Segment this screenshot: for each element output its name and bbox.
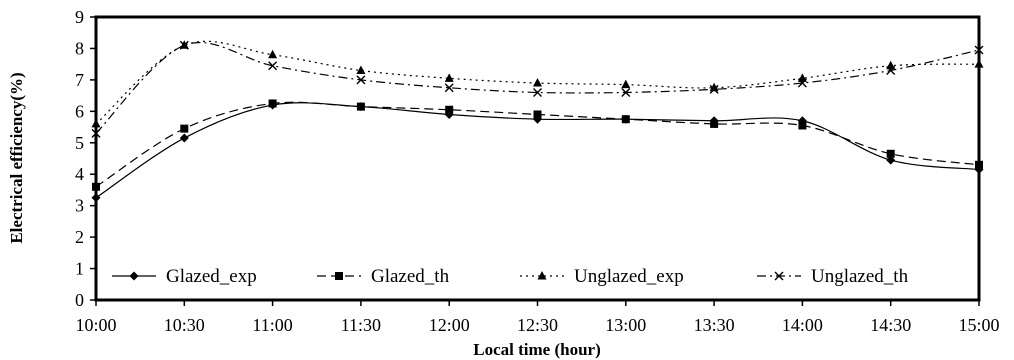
x-tick-label: 12:00 xyxy=(429,315,470,335)
data-point-glazed-th xyxy=(886,149,895,158)
data-point-glazed-th xyxy=(445,105,454,114)
x-tick-label: 10:00 xyxy=(75,315,116,335)
data-point-unglazed-exp xyxy=(797,73,807,82)
data-point-unglazed-exp xyxy=(621,79,631,89)
y-tick-label: 4 xyxy=(75,164,84,184)
x-tick-label: 11:00 xyxy=(252,315,292,335)
data-point-glazed-th xyxy=(180,124,189,133)
x-tick-label: 15:00 xyxy=(958,315,999,335)
legend-marker-unglazed-th xyxy=(774,271,784,281)
data-point-unglazed-th xyxy=(621,87,631,97)
legend-item-glazed-exp: Glazed_exp xyxy=(112,266,257,287)
legend-item-unglazed-exp: Unglazed_exp xyxy=(520,266,684,287)
y-tick-label: 2 xyxy=(75,227,84,247)
y-axis-ticks: 0 1 2 3 4 5 6 7 8 9 xyxy=(75,7,96,310)
y-tick-label: 5 xyxy=(75,133,84,153)
y-tick-label: 7 xyxy=(75,70,84,90)
data-point-unglazed-exp xyxy=(444,73,454,82)
data-point-glazed-th xyxy=(356,102,365,111)
series-glazed-th xyxy=(92,99,983,191)
data-point-unglazed-th xyxy=(356,75,366,85)
legend-marker-glazed-exp xyxy=(129,271,139,281)
data-point-glazed-th xyxy=(710,119,719,128)
plot-frame xyxy=(94,15,981,302)
y-axis-title: Electrical efficiency(%) xyxy=(7,72,26,243)
x-tick-label: 10:30 xyxy=(164,315,205,335)
data-point-glazed-exp xyxy=(91,193,101,203)
data-point-unglazed-exp xyxy=(974,59,984,68)
x-tick-label: 12:30 xyxy=(517,315,558,335)
data-point-glazed-th xyxy=(975,160,983,169)
legend-label-glazed-exp: Glazed_exp xyxy=(166,266,257,287)
y-tick-label: 6 xyxy=(75,101,84,121)
data-point-glazed-exp xyxy=(179,133,189,143)
data-point-unglazed-exp xyxy=(268,49,278,59)
x-tick-label: 11:30 xyxy=(341,315,381,335)
y-tick-label: 1 xyxy=(75,259,84,279)
data-point-unglazed-exp xyxy=(356,65,366,74)
data-point-unglazed-th xyxy=(179,40,189,50)
x-axis-title: Local time (hour) xyxy=(473,340,600,359)
data-point-unglazed-exp xyxy=(91,118,101,128)
data-point-unglazed-th xyxy=(91,128,101,138)
series-layer xyxy=(91,40,984,203)
data-point-unglazed-th xyxy=(886,65,896,75)
data-point-glazed-th xyxy=(533,110,542,119)
y-tick-label: 9 xyxy=(75,7,84,27)
data-point-unglazed-th xyxy=(797,78,807,88)
x-tick-label: 14:00 xyxy=(782,315,823,335)
data-point-unglazed-th xyxy=(709,84,719,94)
x-axis-ticks: 10:00 10:30 11:00 11:30 12:00 12:30 13:00 13:30… xyxy=(75,300,1000,335)
legend: Glazed_exp Glazed_th Unglazed_exp Unglazed_… xyxy=(112,266,909,287)
data-point-glazed-th xyxy=(621,115,630,124)
x-tick-label: 13:00 xyxy=(605,315,646,335)
legend-label-unglazed-th: Unglazed_th xyxy=(811,266,909,287)
legend-item-glazed-th: Glazed_th xyxy=(317,266,450,287)
data-point-glazed-th xyxy=(268,99,277,108)
data-point-glazed-th xyxy=(798,121,807,130)
data-point-glazed-exp xyxy=(886,155,896,165)
y-tick-label: 0 xyxy=(75,290,84,310)
series-line-unglazed-th xyxy=(95,41,980,134)
legend-label-unglazed-exp: Unglazed_exp xyxy=(574,266,684,287)
legend-marker-unglazed-exp xyxy=(537,271,547,280)
legend-item-unglazed-th: Unglazed_th xyxy=(757,266,909,287)
x-tick-label: 13:30 xyxy=(694,315,735,335)
data-point-unglazed-exp xyxy=(886,60,896,70)
data-point-unglazed-th xyxy=(444,83,454,93)
x-tick-label: 14:30 xyxy=(870,315,911,335)
legend-label-glazed-th: Glazed_th xyxy=(371,266,450,287)
legend-marker-glazed-th xyxy=(335,272,343,280)
y-tick-label: 3 xyxy=(75,196,84,216)
data-point-unglazed-th xyxy=(268,61,278,71)
data-point-glazed-th xyxy=(92,182,100,191)
data-point-unglazed-exp xyxy=(533,78,542,87)
series-unglazed-th xyxy=(91,40,984,138)
data-point-unglazed-th xyxy=(974,45,984,55)
data-point-unglazed-th xyxy=(533,87,542,97)
y-tick-label: 8 xyxy=(75,38,84,58)
